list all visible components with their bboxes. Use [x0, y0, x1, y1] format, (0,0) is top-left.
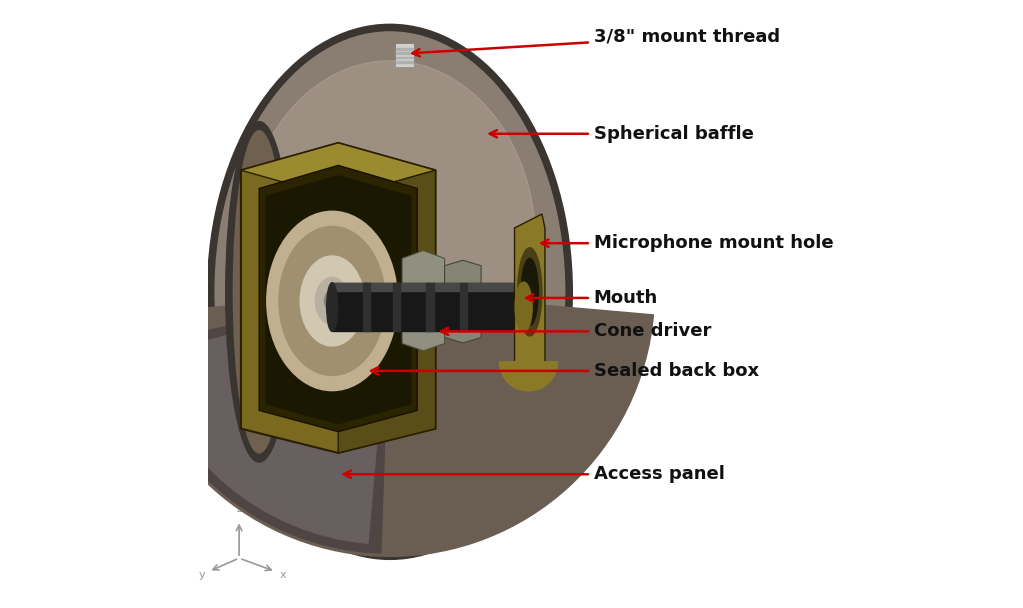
Ellipse shape: [516, 282, 532, 332]
Ellipse shape: [300, 256, 364, 346]
Text: z: z: [236, 504, 242, 514]
Text: 3/8" mount thread: 3/8" mount thread: [412, 27, 780, 57]
Polygon shape: [445, 260, 481, 343]
Bar: [393, 283, 400, 331]
Bar: [362, 283, 370, 331]
Ellipse shape: [215, 32, 565, 552]
Bar: [459, 283, 468, 331]
Text: x: x: [280, 570, 286, 579]
Ellipse shape: [267, 212, 398, 391]
Polygon shape: [265, 175, 411, 424]
Wedge shape: [127, 292, 654, 556]
Text: Microphone mount hole: Microphone mount hole: [541, 234, 833, 252]
Bar: [332, 283, 524, 291]
Wedge shape: [146, 292, 390, 543]
Ellipse shape: [326, 283, 338, 331]
Polygon shape: [515, 214, 545, 375]
Text: Sealed back box: Sealed back box: [371, 362, 759, 380]
Polygon shape: [339, 170, 436, 453]
Bar: [396, 57, 413, 58]
Ellipse shape: [243, 61, 536, 426]
Ellipse shape: [324, 290, 340, 311]
Text: y: y: [198, 570, 205, 579]
Ellipse shape: [279, 226, 386, 375]
Text: Access panel: Access panel: [344, 465, 724, 483]
Bar: [427, 283, 434, 331]
Bar: [396, 61, 413, 63]
Polygon shape: [241, 143, 436, 198]
Bar: [396, 48, 413, 50]
Ellipse shape: [226, 122, 293, 462]
Ellipse shape: [315, 277, 349, 325]
Text: Mouth: Mouth: [526, 289, 658, 307]
Bar: [332, 283, 524, 331]
Polygon shape: [402, 250, 445, 351]
Wedge shape: [134, 292, 390, 553]
Bar: [396, 44, 413, 66]
Ellipse shape: [233, 131, 285, 453]
Polygon shape: [241, 143, 436, 453]
Polygon shape: [259, 165, 417, 432]
Bar: [396, 52, 413, 54]
Text: Cone driver: Cone driver: [441, 322, 711, 340]
Ellipse shape: [522, 258, 538, 325]
Ellipse shape: [208, 24, 572, 559]
Wedge shape: [499, 362, 558, 391]
Ellipse shape: [518, 248, 542, 336]
Text: Spherical baffle: Spherical baffle: [490, 125, 754, 143]
